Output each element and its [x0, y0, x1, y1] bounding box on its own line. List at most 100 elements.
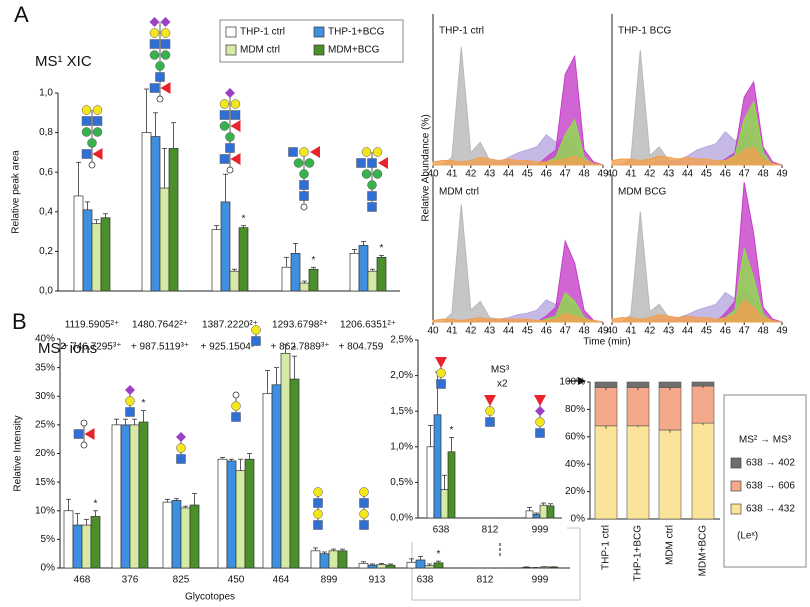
bar: [308, 268, 319, 292]
mannose: [155, 61, 165, 71]
reducing-end: [80, 441, 88, 449]
bar: [406, 561, 417, 569]
glcnac: [299, 180, 309, 190]
inset-background: [383, 334, 567, 542]
x-tick-label: 47: [739, 326, 751, 337]
legend-swatch: [313, 44, 325, 56]
bar: [415, 559, 426, 569]
reducing-end: [156, 95, 164, 103]
y-tick-label: 1,5%: [390, 406, 413, 417]
glcnac: [313, 498, 323, 508]
significance: *: [380, 243, 384, 254]
x-tick-label: 42: [644, 169, 656, 180]
y-tick-label: 0,5%: [390, 477, 413, 488]
chart-title: MS¹ XIC: [35, 53, 92, 70]
x-tick-label: 48: [758, 169, 770, 180]
significance: *: [293, 344, 297, 355]
bar: [63, 510, 74, 569]
y-tick-label: 0,0%: [390, 513, 413, 524]
x-tick-label: 48: [579, 326, 591, 337]
glycan-icon: [288, 146, 320, 211]
x-tick-label: 41: [625, 169, 637, 180]
glcnac: [288, 147, 298, 157]
y-tick-label: 40%: [565, 459, 585, 470]
glcnac: [231, 412, 241, 422]
x-tick-label: 40: [427, 169, 439, 180]
x-tick-label: 913: [369, 575, 386, 586]
panel-label: A: [14, 2, 29, 27]
bar: [162, 501, 173, 569]
y-tick-label: 40%: [35, 334, 55, 345]
bar-segment: [691, 385, 715, 424]
chart-title: THP-1 BCG: [618, 26, 672, 37]
bar: [262, 393, 273, 569]
legend-swatch: [225, 44, 237, 56]
bar: [358, 563, 369, 569]
legend-label: 638 → 402: [746, 458, 795, 469]
glcnac: [367, 158, 377, 168]
bar: [81, 524, 92, 569]
x-tick-label: + 987.5119³⁺: [131, 342, 189, 353]
y-tick-label: 2,5%: [390, 335, 413, 346]
x-tick-label: 812: [477, 575, 494, 586]
y-tick-label: 60%: [565, 431, 585, 442]
x-tick-label: 999: [532, 575, 549, 586]
bar-segment: [691, 381, 715, 387]
galactose: [359, 487, 369, 497]
legend-swatch: [730, 480, 742, 492]
sialic-acid: [160, 17, 171, 27]
bar: [367, 564, 378, 569]
mannose: [160, 50, 171, 60]
legend-label: THP-1+BCG: [328, 27, 385, 38]
bar: [82, 209, 93, 292]
significance: *: [312, 255, 316, 266]
bar: [211, 229, 222, 292]
glcnac: [230, 110, 241, 120]
glycan-icon: [81, 105, 103, 169]
y-tick-label: 0,4: [39, 206, 53, 217]
bar: [220, 201, 231, 292]
legend-title: MS² → MS³: [739, 435, 792, 446]
y-tick-label: 10%: [35, 505, 55, 516]
galactose: [219, 99, 230, 109]
y-axis-label: Relative peak area: [11, 150, 22, 234]
glcnac: [251, 336, 261, 346]
y-tick-label: 35%: [35, 362, 55, 373]
bar-segment: [658, 381, 682, 388]
glycan-icon: [73, 419, 95, 449]
y-tick-label: 80%: [565, 404, 585, 415]
bar: [129, 424, 140, 569]
x-axis-label: Glycotopes: [185, 592, 235, 603]
x-tick-label: 41: [446, 169, 458, 180]
bar: [539, 566, 550, 569]
galactose: [313, 509, 323, 519]
y-tick-label: 1,0: [39, 88, 53, 99]
galactose: [361, 147, 372, 157]
bar-segment: [594, 387, 618, 427]
x-tick-label: THP-1+BCG: [633, 525, 644, 582]
bar: [150, 136, 161, 292]
chart-title: THP-1 ctrl: [439, 26, 484, 37]
fucose: [534, 395, 546, 406]
bar-segment: [626, 381, 650, 388]
glycan-icon: [251, 325, 261, 346]
glycan-icon: [149, 17, 171, 103]
bar: [229, 270, 240, 292]
glcnac: [299, 191, 309, 201]
x-tick-label: 1206.6351²⁺: [340, 320, 396, 331]
x-tick-label: + 862.7889³⁺: [271, 342, 330, 353]
glcnac: [485, 417, 495, 427]
significance: *: [142, 398, 146, 409]
chart-title: MS² ions: [38, 340, 97, 357]
bar: [238, 227, 249, 292]
mannose: [367, 180, 377, 190]
glycan-icon: [534, 395, 546, 438]
glcnac: [356, 158, 366, 168]
x-tick-label: 376: [122, 575, 139, 586]
fucose: [84, 428, 95, 440]
bar: [226, 460, 237, 569]
y-tick-label: 25%: [35, 420, 55, 431]
y-tick-label: 0%: [41, 563, 56, 574]
bar: [328, 550, 339, 569]
glycan-icon: [219, 88, 241, 174]
